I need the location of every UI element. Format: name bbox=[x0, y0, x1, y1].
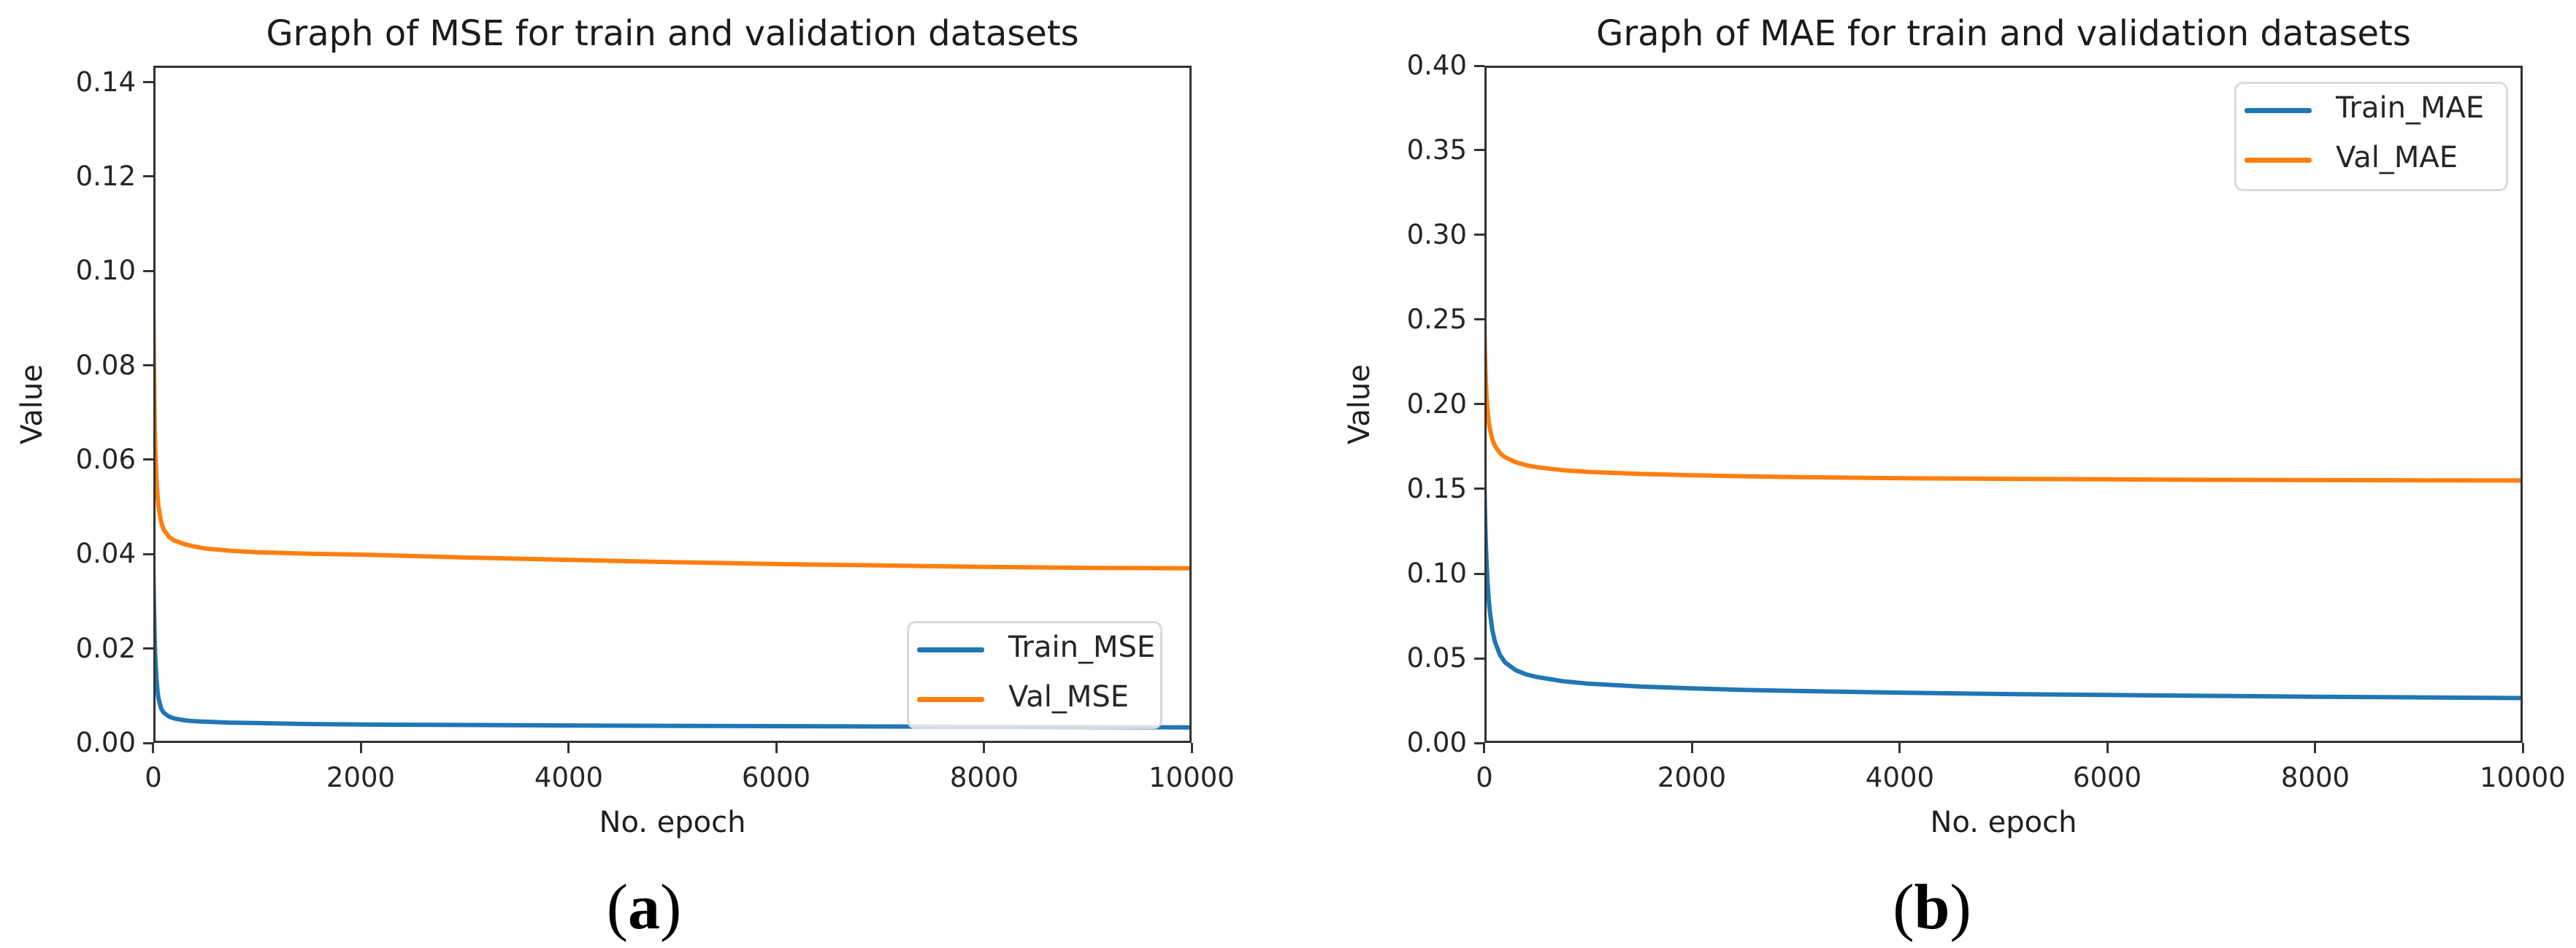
y-tick-label: 0.06 bbox=[75, 444, 136, 475]
x-tick-mark bbox=[1691, 743, 1693, 753]
legend-mae: Train_MAE Val_MAE bbox=[2234, 82, 2508, 191]
subfigure-mae: Graph of MAE for train and validation da… bbox=[1288, 0, 2576, 948]
x-tick-mark bbox=[1191, 743, 1193, 753]
y-tick-mark bbox=[1474, 742, 1484, 744]
x-tick-label: 8000 bbox=[949, 762, 1019, 793]
x-tick-mark bbox=[2314, 743, 2316, 753]
series-line-Train_MAE bbox=[1484, 478, 2523, 701]
y-tick-label: 0.25 bbox=[1406, 304, 1467, 335]
plot-lines-svg-mae bbox=[1484, 323, 2523, 701]
y-tick-mark bbox=[143, 175, 153, 177]
y-tick-mark bbox=[143, 647, 153, 650]
legend-entry-label: Val_MSE bbox=[1008, 680, 1130, 714]
y-tick-label: 0.15 bbox=[1406, 473, 1467, 504]
y-tick-label: 0.30 bbox=[1406, 219, 1467, 250]
legend-entry: Val_MSE bbox=[909, 680, 1160, 714]
x-axis-label: No. epoch bbox=[599, 806, 746, 839]
y-tick-mark bbox=[1474, 488, 1484, 490]
y-tick-label: 0.02 bbox=[75, 633, 136, 664]
caption-letter: a bbox=[628, 872, 660, 943]
x-tick-label: 0 bbox=[1476, 762, 1493, 793]
y-tick-mark bbox=[1474, 234, 1484, 236]
series-line-Val_MSE bbox=[153, 301, 1192, 571]
legend-line-sample-train-mse bbox=[917, 647, 984, 652]
x-tick-label: 0 bbox=[145, 762, 162, 793]
legend-entry: Val_MAE bbox=[2236, 141, 2506, 174]
y-tick-mark bbox=[1474, 65, 1484, 67]
y-tick-label: 0.40 bbox=[1406, 50, 1467, 81]
chart-title-mse: Graph of MSE for train and validation da… bbox=[266, 13, 1079, 54]
legend-mse: Train_MSE Val_MSE bbox=[907, 621, 1162, 729]
y-tick-mark bbox=[143, 742, 153, 744]
caption-paren: ) bbox=[1950, 872, 1971, 943]
series-line-Train_MSE bbox=[153, 566, 1192, 730]
x-tick-mark bbox=[983, 743, 985, 753]
x-tick-mark bbox=[1898, 743, 1901, 753]
plot-border bbox=[153, 66, 1192, 743]
x-tick-label: 10000 bbox=[2480, 762, 2566, 793]
y-tick-label: 0.00 bbox=[75, 727, 136, 758]
legend-entry: Train_MAE bbox=[2236, 91, 2506, 125]
x-tick-label: 2000 bbox=[326, 762, 396, 793]
y-tick-mark bbox=[1474, 573, 1484, 575]
x-tick-mark bbox=[360, 743, 362, 753]
y-tick-mark bbox=[1474, 658, 1484, 660]
x-tick-label: 6000 bbox=[2072, 762, 2142, 793]
legend-entry-label: Train_MAE bbox=[2336, 91, 2485, 125]
y-tick-label: 0.08 bbox=[75, 350, 136, 381]
y-tick-mark bbox=[1474, 318, 1484, 320]
x-tick-mark bbox=[152, 743, 154, 753]
legend-line-sample-val-mse bbox=[917, 697, 984, 702]
y-tick-mark bbox=[143, 270, 153, 272]
y-tick-mark bbox=[1474, 403, 1484, 405]
caption-letter: b bbox=[1914, 872, 1950, 943]
legend-entry: Train_MSE bbox=[909, 631, 1160, 664]
plot-border bbox=[1484, 66, 2523, 743]
x-tick-mark bbox=[775, 743, 778, 753]
y-tick-label: 0.04 bbox=[75, 538, 136, 569]
x-tick-label: 4000 bbox=[534, 762, 604, 793]
y-tick-mark bbox=[143, 458, 153, 460]
y-tick-mark bbox=[1474, 149, 1484, 151]
y-tick-label: 0.10 bbox=[1406, 558, 1467, 589]
x-tick-label: 10000 bbox=[1149, 762, 1235, 793]
caption-paren: ( bbox=[1893, 872, 1914, 943]
y-tick-label: 0.00 bbox=[1406, 727, 1467, 758]
legend-line-sample-val-mae bbox=[2245, 158, 2312, 163]
subfigure-caption-b: (b) bbox=[1288, 874, 2576, 941]
y-tick-mark bbox=[143, 364, 153, 366]
subfigure-caption-a: (a) bbox=[0, 874, 1288, 941]
legend-line-sample-train-mae bbox=[2245, 108, 2312, 113]
x-tick-label: 8000 bbox=[2280, 762, 2350, 793]
y-tick-mark bbox=[143, 81, 153, 83]
x-tick-mark bbox=[2522, 743, 2524, 753]
x-tick-label: 6000 bbox=[741, 762, 811, 793]
y-tick-label: 0.10 bbox=[75, 255, 136, 286]
y-tick-label: 0.14 bbox=[75, 66, 136, 98]
x-axis-label: No. epoch bbox=[1930, 806, 2077, 839]
caption-paren: ) bbox=[660, 872, 682, 943]
y-tick-label: 0.12 bbox=[75, 161, 136, 192]
x-tick-label: 2000 bbox=[1657, 762, 1727, 793]
y-tick-label: 0.20 bbox=[1406, 388, 1467, 420]
chart-title-mae: Graph of MAE for train and validation da… bbox=[1596, 13, 2411, 54]
subfigure-mse: Graph of MSE for train and validation da… bbox=[0, 13, 1288, 941]
y-tick-label: 0.35 bbox=[1406, 134, 1467, 166]
y-tick-mark bbox=[143, 553, 153, 555]
y-tick-label: 0.05 bbox=[1406, 642, 1467, 674]
legend-entry-label: Train_MSE bbox=[1008, 631, 1156, 664]
caption-paren: ( bbox=[606, 872, 628, 943]
x-tick-mark bbox=[567, 743, 570, 753]
x-tick-label: 4000 bbox=[1865, 762, 1935, 793]
x-tick-mark bbox=[2107, 743, 2109, 753]
series-line-Val_MAE bbox=[1484, 323, 2523, 483]
x-tick-mark bbox=[1483, 743, 1485, 753]
legend-entry-label: Val_MAE bbox=[2336, 141, 2458, 174]
plot-lines-svg-mse bbox=[153, 301, 1192, 730]
